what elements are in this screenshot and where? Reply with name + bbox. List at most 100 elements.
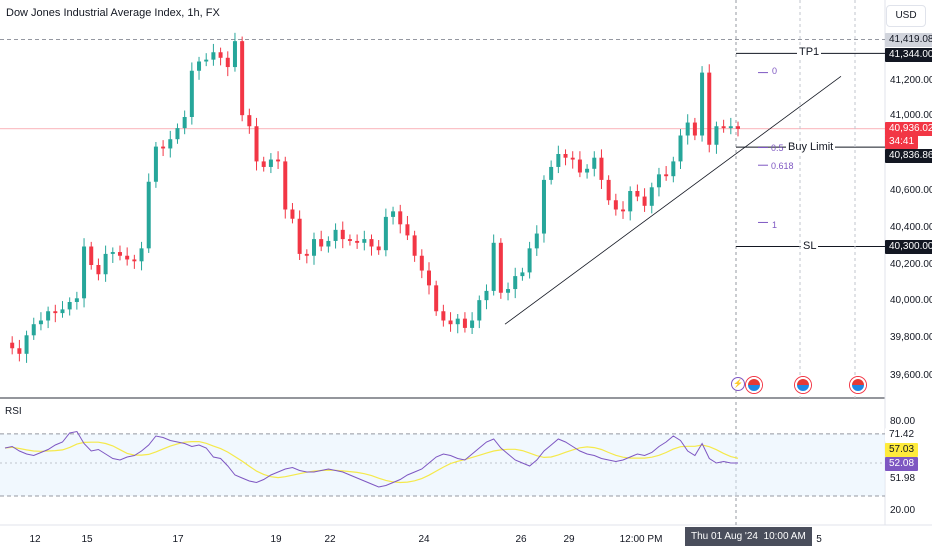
tp1-price-label: 41,344.00: [885, 48, 932, 62]
time-tick: 26: [515, 534, 527, 545]
time-tick: 29: [563, 534, 575, 545]
rsi-tick: 51.98: [890, 473, 916, 484]
fib-label-0: 0: [772, 66, 778, 76]
candle-body: [10, 342, 15, 349]
candle-body: [132, 259, 137, 262]
candle-body: [225, 57, 230, 68]
candle-body: [520, 272, 525, 277]
us-flag-event-icon[interactable]: [746, 377, 762, 393]
currency-button[interactable]: USD: [886, 5, 926, 27]
candle-body: [369, 239, 374, 247]
time-tick: 24: [418, 534, 430, 545]
price-tick: 40,000.00: [890, 295, 932, 306]
candle-body: [297, 218, 302, 254]
candle-body: [714, 126, 719, 145]
candle-body: [347, 239, 352, 241]
price-tick: 40,200.00: [890, 259, 932, 270]
rsi-ma-label: 57.03: [885, 443, 919, 457]
candle-body: [96, 265, 101, 275]
candle-body: [82, 246, 87, 299]
candle-body: [563, 154, 568, 158]
candle-body: [376, 246, 381, 251]
candle-body: [491, 242, 496, 291]
fib-label-0-618: 0.618: [771, 161, 794, 171]
candle-body: [527, 248, 532, 273]
time-tick: 17: [172, 534, 184, 545]
candle-body: [60, 309, 65, 314]
candle-body: [175, 128, 180, 140]
rsi-tick: 20.00: [890, 505, 916, 516]
us-flag-event-icon[interactable]: [795, 377, 811, 393]
price-tick: 40,600.00: [890, 185, 932, 196]
candle-body: [707, 72, 712, 145]
candle-body: [240, 41, 245, 116]
candle-body: [577, 159, 582, 173]
candle-body: [74, 298, 79, 302]
candle-body: [31, 324, 36, 336]
candle-body: [326, 240, 331, 247]
candle-body: [398, 211, 403, 225]
candle-body: [513, 276, 518, 290]
candle-body: [628, 191, 633, 212]
candle-body: [110, 252, 115, 254]
candle-body: [498, 242, 503, 293]
candle-body: [434, 285, 439, 312]
candle-body: [721, 126, 726, 129]
candle-body: [692, 122, 697, 136]
rsi-line: [4, 430, 738, 488]
candle-body: [448, 320, 453, 325]
us-flag-event-icon[interactable]: [850, 377, 866, 393]
candle-body: [218, 52, 223, 58]
candle-body: [649, 187, 654, 206]
price-tick: 39,800.00: [890, 332, 932, 343]
fib-label-1: 1: [772, 220, 778, 230]
sl-price-label: 40,300.00: [885, 240, 932, 254]
candle-body: [333, 229, 338, 241]
candle-body: [678, 135, 683, 162]
tp1-line-label[interactable]: TP1: [797, 46, 822, 58]
candle-body: [441, 311, 446, 321]
candle-body: [103, 253, 108, 275]
candle-body: [455, 318, 460, 325]
candle-body: [46, 311, 51, 321]
current-price-label: 40,936.02: [885, 122, 932, 136]
candle-body: [556, 154, 561, 167]
candle-body: [276, 159, 281, 162]
high-price-label: 41,419.08: [885, 33, 932, 47]
price-tick: 41,200.00: [890, 75, 932, 86]
flash-event-icon[interactable]: ⚡: [731, 377, 745, 391]
candle-body: [700, 72, 705, 136]
candle-body: [656, 174, 661, 188]
candle-body: [671, 161, 676, 177]
chart-title: Dow Jones Industrial Average Index, 1h, …: [6, 7, 220, 19]
candle-body: [685, 122, 690, 136]
candle-body: [197, 61, 202, 71]
candle-body: [426, 270, 431, 286]
candle-body: [247, 115, 252, 127]
candle-body: [728, 126, 733, 129]
candle-body: [117, 252, 122, 256]
countdown-label: 34:41: [885, 135, 919, 149]
rsi-upper-label: 71.42: [885, 428, 919, 442]
price-tick: 39,600.00: [890, 370, 932, 381]
candle-body: [599, 157, 604, 180]
candle-body: [283, 161, 288, 210]
buy-limit-line-label[interactable]: Buy Limit: [786, 141, 836, 153]
candle-body: [254, 126, 259, 162]
candle-body: [168, 139, 173, 149]
candle-body: [484, 290, 489, 301]
candle-body: [621, 209, 626, 212]
candle-body: [17, 348, 22, 354]
candle-body: [606, 179, 611, 201]
time-tick: 22: [324, 534, 336, 545]
candle-body: [362, 239, 367, 243]
candle-body: [534, 233, 539, 249]
candle-body: [232, 41, 237, 68]
sl-line-label[interactable]: SL: [801, 240, 819, 252]
trend-line: [504, 75, 842, 325]
candle-body: [664, 174, 669, 177]
candle-body: [89, 246, 94, 265]
price-tick: 41,000.00: [890, 110, 932, 121]
fib-label-0-5: 0.5: [771, 143, 784, 153]
